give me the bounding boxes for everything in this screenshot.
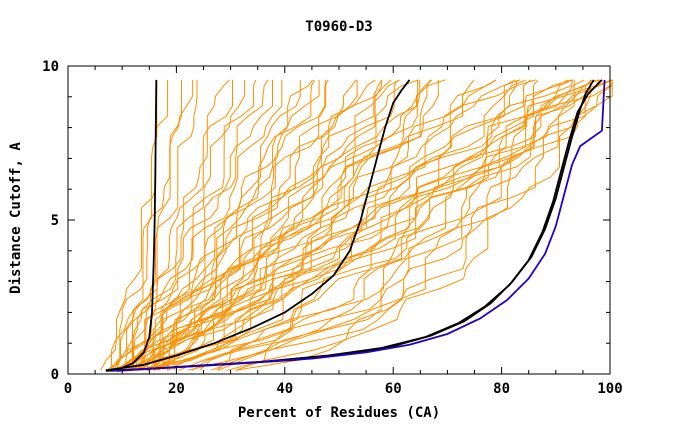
model-curve-orange (122, 79, 269, 371)
model-curve-orange (133, 79, 327, 371)
model-curve-orange (235, 79, 613, 371)
model-curve-orange (142, 79, 601, 371)
model-curve-orange (167, 79, 612, 371)
model-curve-orange (145, 79, 611, 371)
model-curve-orange (216, 79, 575, 371)
x-tick-label: 100 (597, 381, 622, 397)
model-curve-orange (235, 79, 591, 371)
model-curve-orange (113, 79, 182, 371)
model-curve-orange (187, 79, 592, 371)
model-curve-orange (142, 79, 446, 371)
model-curve-orange (130, 79, 283, 371)
model-curve-orange (109, 79, 320, 371)
x-tick-label: 60 (385, 381, 402, 397)
model-curve-orange (127, 79, 301, 371)
model-curve-orange (154, 79, 526, 371)
x-tick-label: 40 (276, 381, 293, 397)
mid-model-curve (105, 79, 411, 372)
model-curve-orange (148, 79, 600, 371)
model-curve-orange (106, 79, 194, 371)
model-curve-orange (125, 79, 329, 371)
axes-layer: 0 20 40 60 80 100 0 5 10 (42, 59, 623, 397)
model-curve-orange (147, 79, 399, 371)
y-tick-label: 5 (51, 213, 59, 229)
model-curve-orange (112, 79, 198, 371)
x-axis-label: Percent of Residues (CA) (238, 405, 440, 421)
model-curve-orange (136, 79, 383, 371)
chart-title: T0960-D3 (305, 19, 372, 35)
best-model-curve (111, 79, 606, 372)
model-curve-orange (166, 79, 573, 371)
model-curve-orange (120, 79, 383, 371)
model-curve-orange (131, 79, 497, 371)
model-curve-orange (157, 79, 419, 371)
x-tick-label: 0 (64, 381, 72, 397)
model-curve-orange (154, 79, 569, 371)
model-curve-orange (178, 79, 585, 371)
x-tick-label: 20 (168, 381, 185, 397)
y-axis-label: Distance Cutoff, A (8, 142, 24, 294)
poor-model-curve (116, 79, 158, 372)
model-curve-orange (117, 79, 246, 371)
x-tick-label: 80 (493, 381, 510, 397)
model-curve-orange (139, 79, 358, 371)
model-curve-orange (128, 79, 273, 371)
model-curve-orange (109, 79, 257, 371)
model-curve-orange (116, 79, 233, 371)
model-curve-orange (127, 79, 316, 371)
model-curve-orange (217, 79, 598, 371)
y-tick-label: 0 (51, 367, 59, 383)
model-curve-orange (140, 79, 521, 371)
model-curve-orange (115, 79, 314, 371)
model-curve-orange (100, 79, 169, 371)
model-curve-orange (133, 79, 419, 371)
model-curve-orange (111, 79, 158, 371)
model-curve-orange (199, 79, 539, 371)
model-curve-orange (116, 79, 376, 371)
model-curve-orange (124, 79, 392, 371)
model-curve-orange (227, 79, 613, 371)
curves-layer (100, 79, 613, 372)
model-curve-orange (167, 79, 532, 371)
model-curve-orange (192, 79, 573, 371)
good-model-curve-2 (116, 79, 603, 372)
model-curve-orange (137, 79, 574, 371)
model-curve-orange (154, 79, 439, 371)
y-tick-label: 10 (42, 59, 59, 75)
